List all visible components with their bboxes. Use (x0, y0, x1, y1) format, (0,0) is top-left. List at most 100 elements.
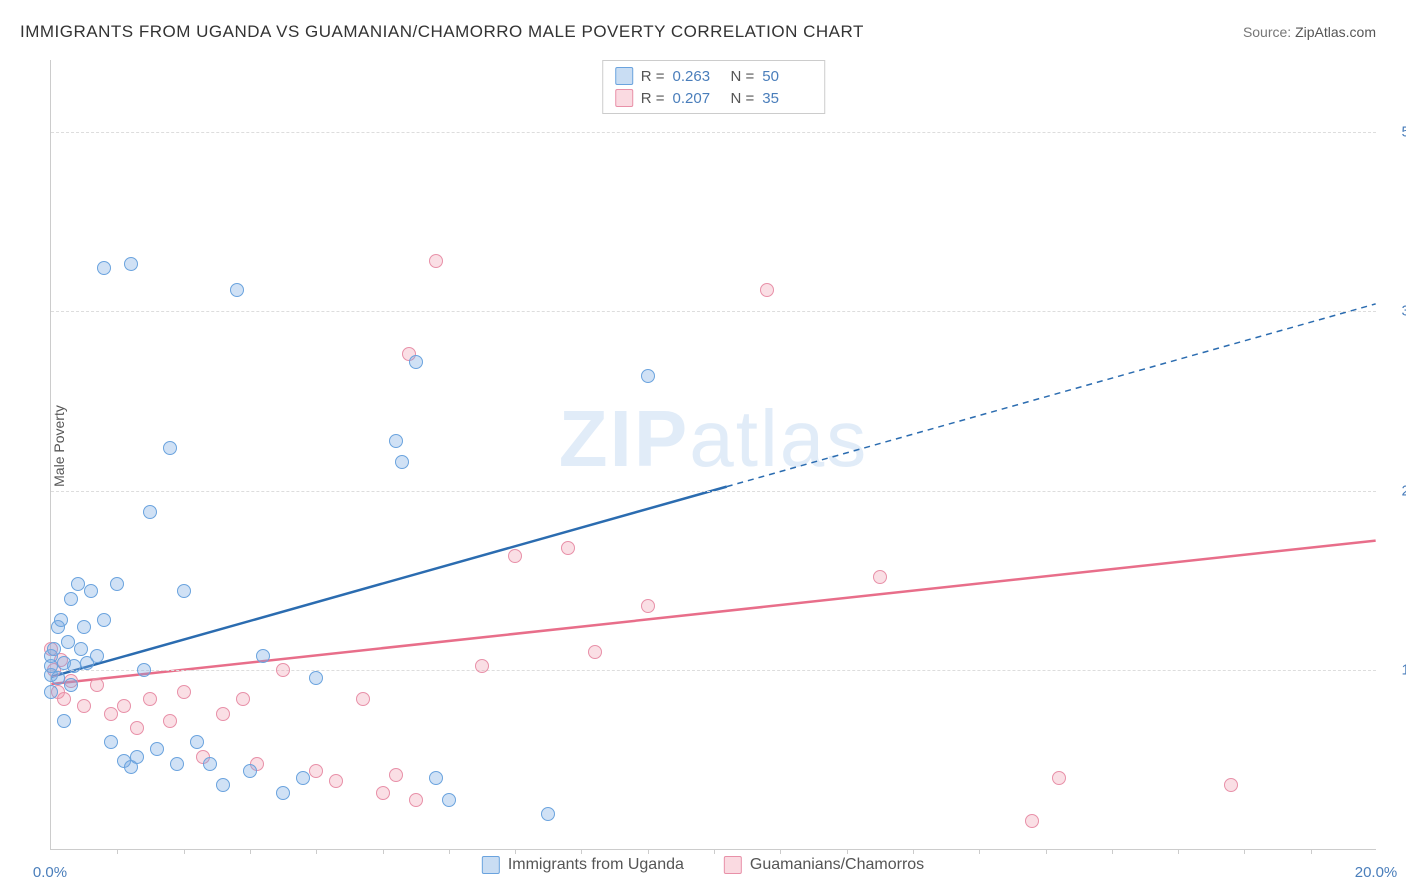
data-point (74, 642, 88, 656)
grid-line (51, 670, 1376, 671)
data-point (51, 671, 65, 685)
data-point (177, 685, 191, 699)
legend-row-a: R = 0.263 N = 50 (615, 65, 813, 87)
data-point (376, 786, 390, 800)
data-point (190, 735, 204, 749)
r-label-a: R = (641, 68, 665, 85)
x-tick (184, 849, 185, 854)
x-tick (913, 849, 914, 854)
n-label-a: N = (731, 68, 755, 85)
data-point (57, 692, 71, 706)
x-tick-label-right: 20.0% (1355, 864, 1398, 881)
watermark-rest: atlas (689, 394, 868, 483)
x-tick (449, 849, 450, 854)
watermark-bold: ZIP (559, 394, 689, 483)
data-point (104, 735, 118, 749)
data-point (64, 678, 78, 692)
legend-item-a: Immigrants from Uganda (482, 856, 684, 874)
n-label-b: N = (731, 90, 755, 107)
data-point (54, 613, 68, 627)
data-point (641, 599, 655, 613)
data-point (409, 793, 423, 807)
data-point (143, 505, 157, 519)
data-point (90, 678, 104, 692)
x-tick (847, 849, 848, 854)
swatch-series-a (615, 67, 633, 85)
legend-item-b: Guamanians/Chamorros (724, 856, 924, 874)
watermark: ZIPatlas (559, 393, 868, 485)
x-tick (1112, 849, 1113, 854)
data-point (508, 549, 522, 563)
data-point (71, 577, 85, 591)
data-point (356, 692, 370, 706)
x-tick (383, 849, 384, 854)
data-point (203, 757, 217, 771)
data-point (143, 692, 157, 706)
data-point (276, 786, 290, 800)
data-point (170, 757, 184, 771)
data-point (57, 714, 71, 728)
data-point (216, 707, 230, 721)
source-label: Source: (1243, 24, 1295, 40)
data-point (104, 707, 118, 721)
data-point (44, 685, 58, 699)
data-point (276, 663, 290, 677)
data-point (1025, 814, 1039, 828)
legend-correlation: R = 0.263 N = 50 R = 0.207 N = 35 (602, 60, 826, 114)
data-point (243, 764, 257, 778)
x-tick (515, 849, 516, 854)
data-point (760, 283, 774, 297)
n-value-b: 35 (762, 90, 812, 107)
data-point (130, 721, 144, 735)
data-point (641, 369, 655, 383)
swatch-b-icon (724, 856, 742, 874)
data-point (561, 541, 575, 555)
data-point (84, 584, 98, 598)
data-point (47, 642, 61, 656)
data-point (77, 699, 91, 713)
x-tick (1244, 849, 1245, 854)
data-point (150, 742, 164, 756)
data-point (137, 663, 151, 677)
x-tick (780, 849, 781, 854)
data-point (163, 441, 177, 455)
x-tick (250, 849, 251, 854)
x-tick (1178, 849, 1179, 854)
n-value-a: 50 (762, 68, 812, 85)
data-point (97, 613, 111, 627)
data-point (61, 635, 75, 649)
r-value-b: 0.207 (673, 90, 723, 107)
data-point (67, 659, 81, 673)
data-point (256, 649, 270, 663)
y-tick-label: 37.5% (1384, 303, 1406, 320)
trend-lines (51, 60, 1376, 849)
data-point (329, 774, 343, 788)
data-point (90, 649, 104, 663)
source-attribution: Source: ZipAtlas.com (1243, 24, 1376, 40)
y-tick-label: 25.0% (1384, 482, 1406, 499)
data-point (296, 771, 310, 785)
data-point (1052, 771, 1066, 785)
y-tick-label: 12.5% (1384, 662, 1406, 679)
swatch-a-icon (482, 856, 500, 874)
r-label-b: R = (641, 90, 665, 107)
chart-title: IMMIGRANTS FROM UGANDA VS GUAMANIAN/CHAM… (20, 22, 864, 42)
data-point (77, 620, 91, 634)
swatch-series-b (615, 89, 633, 107)
data-point (163, 714, 177, 728)
data-point (389, 768, 403, 782)
x-tick (714, 849, 715, 854)
grid-line (51, 491, 1376, 492)
x-tick (648, 849, 649, 854)
x-tick (1046, 849, 1047, 854)
series-b-name: Guamanians/Chamorros (750, 856, 924, 874)
x-tick-label-left: 0.0% (33, 864, 67, 881)
x-tick (581, 849, 582, 854)
plot-area: ZIPatlas R = 0.263 N = 50 R = 0.207 N = … (50, 60, 1376, 850)
data-point (230, 283, 244, 297)
data-point (588, 645, 602, 659)
x-tick (316, 849, 317, 854)
data-point (429, 771, 443, 785)
data-point (117, 699, 131, 713)
data-point (177, 584, 191, 598)
